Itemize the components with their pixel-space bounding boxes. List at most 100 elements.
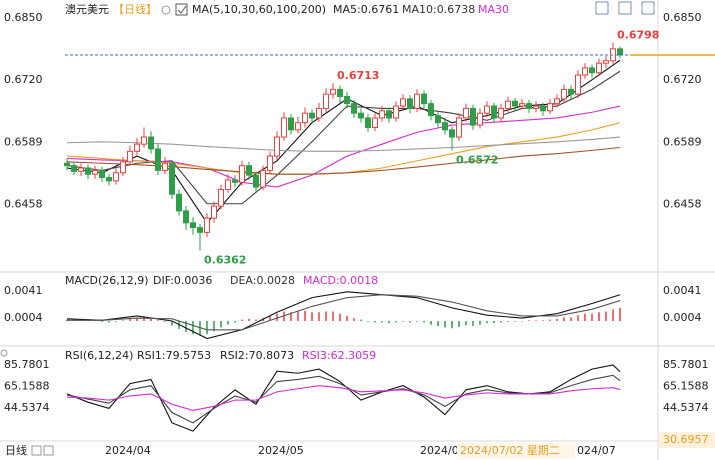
macd-bar bbox=[430, 321, 432, 325]
icon[interactable] bbox=[43, 445, 54, 456]
candle-body bbox=[64, 162, 70, 167]
macd-bar bbox=[353, 318, 355, 322]
macd-bar bbox=[185, 321, 187, 332]
candle-body bbox=[225, 179, 231, 190]
icon[interactable] bbox=[161, 5, 171, 15]
period: 【日线】 bbox=[113, 2, 157, 16]
candle-body bbox=[232, 179, 238, 183]
legend: MA10:0.6738 bbox=[402, 3, 475, 16]
macd-bar bbox=[234, 321, 236, 323]
candle-body bbox=[596, 62, 602, 74]
legend: MA(5,10,30,60,100,200) bbox=[192, 3, 326, 16]
icon[interactable] bbox=[31, 445, 42, 456]
y-tick-label: 0.0004 bbox=[663, 311, 702, 324]
candle-body bbox=[575, 74, 581, 95]
macd-bar bbox=[248, 318, 250, 322]
line bbox=[66, 136, 621, 152]
macd-bar bbox=[507, 321, 509, 322]
y-tick-label: 0.6720 bbox=[663, 73, 702, 86]
candle-body bbox=[295, 122, 301, 131]
candle-body bbox=[120, 161, 126, 174]
macd-bar bbox=[528, 320, 530, 322]
candle-body bbox=[127, 150, 133, 163]
macd-bar bbox=[129, 318, 131, 322]
line bbox=[66, 291, 621, 340]
x-tick-label: 2024/05 bbox=[258, 444, 304, 457]
candle-body bbox=[414, 93, 420, 109]
macd-bar bbox=[437, 321, 439, 327]
candle-body bbox=[71, 165, 77, 172]
candle-body bbox=[183, 210, 189, 224]
candle-body bbox=[85, 167, 91, 175]
candle-body bbox=[505, 100, 511, 109]
macd-bar bbox=[500, 321, 502, 323]
checkbox[interactable] bbox=[175, 3, 188, 16]
candle-body bbox=[246, 165, 252, 176]
candle-body bbox=[288, 117, 294, 131]
macd-bar bbox=[619, 307, 621, 322]
tool-icon[interactable] bbox=[595, 1, 609, 15]
macd-bar bbox=[325, 311, 327, 322]
candle-body bbox=[323, 93, 329, 109]
candle-body bbox=[176, 193, 182, 212]
line bbox=[66, 385, 621, 412]
macd-bar bbox=[157, 320, 159, 322]
legend: DEA:0.0028 bbox=[230, 274, 295, 287]
candle-body bbox=[211, 205, 217, 219]
x-tick-label: 2024/0 bbox=[420, 444, 459, 457]
candle-body bbox=[484, 105, 490, 114]
candle-body bbox=[78, 167, 84, 172]
y-tick-label: 85.7801 bbox=[663, 358, 709, 371]
candle-body bbox=[582, 67, 588, 76]
macd-bar bbox=[115, 321, 117, 322]
candle-body bbox=[428, 103, 434, 117]
macd-bar bbox=[395, 321, 397, 323]
tool-icon[interactable] bbox=[618, 1, 632, 15]
y-tick-label: 0.6458 bbox=[4, 198, 43, 211]
low-label: 0.6362 bbox=[204, 253, 246, 266]
macd-bar bbox=[332, 311, 334, 322]
macd-bar bbox=[423, 321, 425, 323]
candle-body bbox=[540, 105, 546, 112]
candle-body bbox=[92, 169, 98, 175]
macd-bar bbox=[556, 318, 558, 322]
macd-bar bbox=[514, 321, 516, 322]
macd-bar bbox=[276, 313, 278, 322]
macd-bar bbox=[136, 317, 138, 322]
legend: RSI(6,12,24) bbox=[65, 349, 133, 362]
macd-bar bbox=[241, 319, 243, 322]
macd-bar bbox=[535, 320, 537, 322]
macd-bar bbox=[339, 313, 341, 322]
crosshair-date-box bbox=[457, 443, 575, 459]
candle-body bbox=[407, 98, 413, 109]
candle-body bbox=[449, 129, 455, 138]
macd-bar bbox=[416, 321, 418, 322]
candle-body bbox=[421, 93, 427, 105]
candle-body bbox=[162, 162, 168, 171]
macd-bar bbox=[346, 315, 348, 322]
high-label: 0.6713 bbox=[337, 69, 379, 82]
legend: MA30 bbox=[478, 3, 509, 16]
candle-body bbox=[512, 100, 518, 107]
candle-body bbox=[533, 105, 539, 109]
candle-body bbox=[344, 96, 350, 105]
macd-bar bbox=[584, 313, 586, 322]
macd-bar bbox=[227, 321, 229, 325]
candle-body bbox=[218, 188, 224, 207]
candle-body bbox=[190, 222, 196, 229]
tool-icon[interactable] bbox=[641, 1, 655, 15]
candle-body bbox=[568, 88, 574, 95]
macd-bar bbox=[213, 321, 215, 332]
candle-body bbox=[260, 169, 266, 188]
macd-bar bbox=[192, 321, 194, 335]
macd-bar bbox=[255, 319, 257, 322]
macd-bar bbox=[199, 321, 201, 336]
candle-body bbox=[148, 136, 154, 150]
icon[interactable] bbox=[0, 349, 8, 357]
legend: DIF:0.0036 bbox=[153, 274, 212, 287]
legend: RSI2:70.8073 bbox=[220, 349, 294, 362]
macd-bar bbox=[108, 321, 110, 323]
macd-bar bbox=[297, 311, 299, 322]
candle-body bbox=[477, 112, 483, 126]
y-tick-label: 44.5374 bbox=[663, 401, 709, 414]
